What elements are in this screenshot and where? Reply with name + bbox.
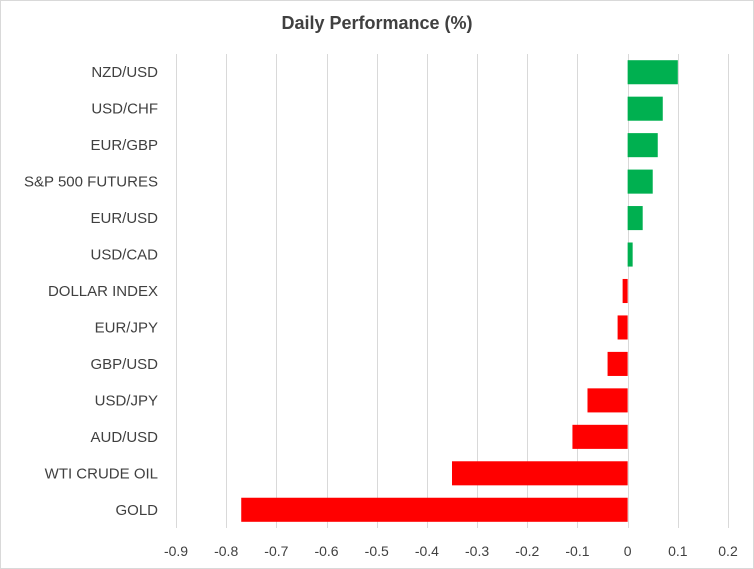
- category-label-12: GOLD: [115, 502, 158, 519]
- bar-4: [627, 206, 643, 231]
- bar-9: [587, 388, 628, 413]
- bar-6: [622, 278, 628, 304]
- x-tick-label-3: -0.6: [314, 543, 338, 559]
- category-label-4: EUR/USD: [90, 210, 158, 227]
- x-tick-label-6: -0.3: [465, 543, 489, 559]
- bar-3: [627, 169, 653, 194]
- x-tick-label-1: -0.8: [214, 543, 238, 559]
- bar-1: [627, 96, 663, 121]
- bar-2: [627, 133, 658, 158]
- category-label-7: EUR/JPY: [95, 319, 158, 336]
- bar-5: [627, 242, 633, 267]
- category-label-1: USD/CHF: [91, 101, 158, 118]
- x-tick-label-2: -0.7: [264, 543, 288, 559]
- x-tick-label-5: -0.4: [415, 543, 439, 559]
- bar-10: [572, 424, 628, 449]
- x-tick-label-4: -0.5: [365, 543, 389, 559]
- bar-0: [627, 60, 678, 85]
- x-tick-label-9: 0: [624, 543, 632, 559]
- bar-12: [241, 497, 628, 522]
- category-label-8: GBP/USD: [90, 356, 158, 373]
- x-tick-label-10: 0.1: [668, 543, 688, 559]
- bar-7: [617, 315, 628, 340]
- x-tick-label-0: -0.9: [164, 543, 188, 559]
- category-label-5: USD/CAD: [90, 247, 158, 264]
- x-tick-label-7: -0.2: [515, 543, 539, 559]
- x-tick-label-11: 0.2: [718, 543, 738, 559]
- category-label-0: NZD/USD: [91, 64, 158, 81]
- x-tick-label-8: -0.1: [565, 543, 589, 559]
- bar-11: [452, 461, 628, 486]
- chart-title: Daily Performance (%): [281, 13, 473, 33]
- category-label-6: DOLLAR INDEX: [48, 283, 158, 300]
- category-label-11: WTI CRUDE OIL: [45, 465, 158, 482]
- category-label-10: AUD/USD: [90, 429, 158, 446]
- bar-8: [607, 351, 628, 376]
- category-label-2: EUR/GBP: [90, 137, 158, 154]
- category-label-3: S&P 500 FUTURES: [24, 174, 158, 191]
- category-label-9: USD/JPY: [95, 392, 158, 409]
